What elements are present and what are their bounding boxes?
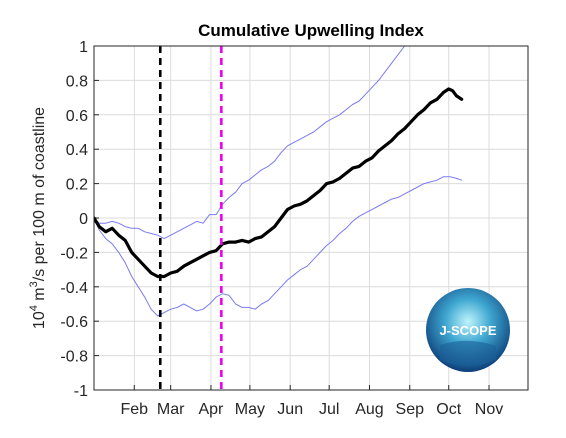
x-tick-label: Aug <box>355 401 383 418</box>
series-line-upper <box>94 46 406 240</box>
series-layer <box>94 46 464 317</box>
logo-wave <box>440 340 496 366</box>
ylabel-part-3: 3 <box>28 281 40 287</box>
x-tick-label: Mar <box>157 401 185 418</box>
y-tick-label: 0.8 <box>66 73 88 90</box>
y-tick-label: -0.4 <box>60 280 88 297</box>
y-tick-label: -0.2 <box>60 245 88 262</box>
ylabel-part-0: 10 <box>31 311 48 329</box>
y-axis-label: 104 m3/s per 100 m of coastline <box>28 107 48 329</box>
y-tick-label: 0.6 <box>66 108 88 125</box>
x-tick-label: Feb <box>120 401 148 418</box>
x-tick-label: Sep <box>396 401 425 418</box>
plot-area-border <box>93 45 529 391</box>
jscope-logo: J-SCOPE <box>426 288 510 372</box>
y-tick-label: -0.6 <box>60 314 88 331</box>
x-tick-label: May <box>235 401 265 418</box>
x-tick-label: Jul <box>319 401 339 418</box>
x-tick-label: Jun <box>277 401 303 418</box>
ylabel-part-1: 4 <box>28 305 40 311</box>
y-ticks: -1 -0.8 -0.6 -0.4 -0.2 0 0.2 0.4 0.6 0.8 1 <box>60 39 99 400</box>
chart-title: Cumulative Upwelling Index <box>198 21 424 40</box>
ylabel-part-2: m <box>31 287 48 305</box>
series-line-lower <box>94 176 463 317</box>
y-tick-label: 1 <box>79 39 88 56</box>
y-tick-label: -0.8 <box>60 349 88 366</box>
y-tick-label: -1 <box>74 383 88 400</box>
vertical-markers <box>158 46 223 390</box>
y-tick-label: 0.4 <box>66 142 88 159</box>
x-tick-label: Nov <box>475 401 503 418</box>
x-tick-label: Apr <box>198 401 224 418</box>
ylabel-part-4: /s per 100 m of coastline <box>31 107 48 281</box>
x-ticks: Feb Mar Apr May Jun Jul Aug Sep Oct Nov <box>120 385 503 418</box>
y-tick-label: 0.2 <box>66 177 88 194</box>
y-tick-label: 0 <box>79 211 88 228</box>
series-line-mean <box>94 87 464 279</box>
logo-text: J-SCOPE <box>439 323 496 338</box>
x-tick-label: Oct <box>436 401 461 418</box>
